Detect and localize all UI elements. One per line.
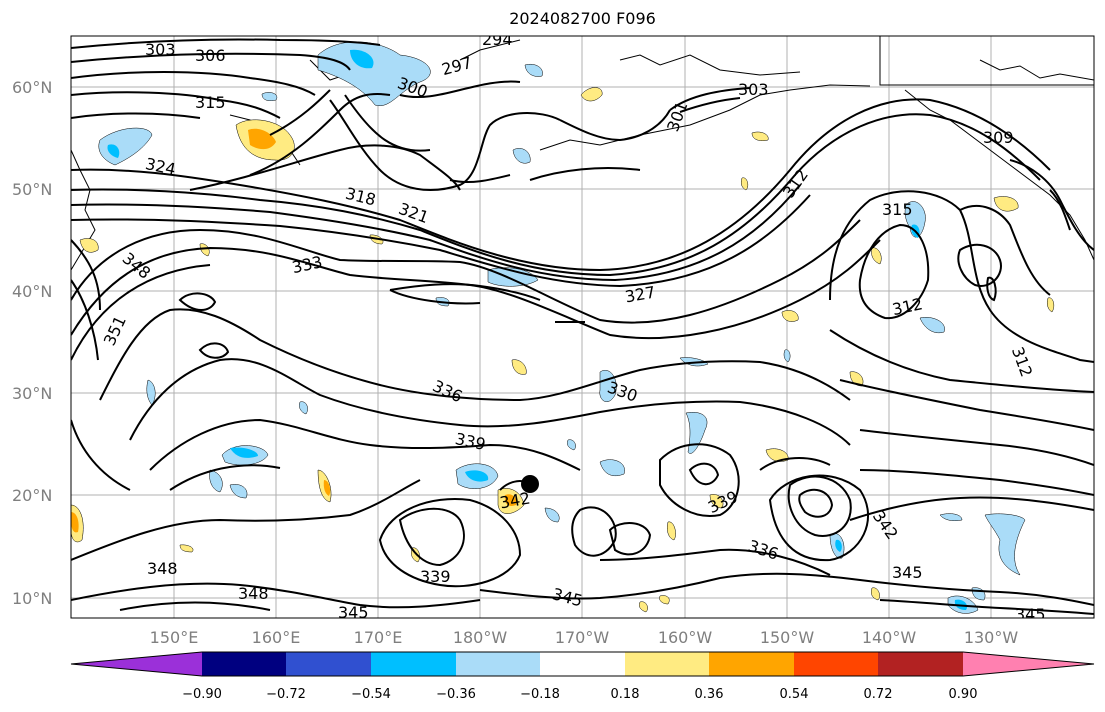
contour-label: 306 xyxy=(195,46,226,65)
contour-label: 345 xyxy=(892,563,923,582)
contour-label: 315 xyxy=(195,93,226,112)
lat-label: 60°N xyxy=(12,78,52,97)
contour-label: 309 xyxy=(983,128,1014,147)
colorbar-tick-label: −0.54 xyxy=(351,687,391,702)
colorbar-segment xyxy=(286,652,371,676)
lon-label: 170°W xyxy=(555,628,610,647)
lat-label: 10°N xyxy=(12,589,52,608)
lon-label: 180°W xyxy=(453,628,508,647)
lon-label: 140°W xyxy=(862,628,917,647)
colorbar-tick-label: 0.54 xyxy=(780,687,809,702)
lon-label: 160°W xyxy=(658,628,713,647)
colorbar: −0.90 −0.72 −0.54 −0.36 −0.18 0.18 0.36 … xyxy=(70,651,1095,702)
contour-label: 345 xyxy=(1015,605,1046,624)
colorbar-segment xyxy=(878,652,963,676)
contour-label: 348 xyxy=(147,559,178,578)
contour-label: 348 xyxy=(238,584,269,603)
colorbar-right-extension xyxy=(963,652,1094,676)
contour-label: 315 xyxy=(882,200,913,219)
positive-shading-deep xyxy=(71,128,517,533)
lon-label: 150°W xyxy=(760,628,815,647)
map-frame xyxy=(70,35,1095,619)
contour-label: 303 xyxy=(145,40,176,59)
colorbar-segment xyxy=(540,652,625,676)
lon-label: 160°E xyxy=(252,628,301,647)
colorbar-segment xyxy=(202,652,286,676)
colorbar-tick-label: 0.18 xyxy=(611,687,640,702)
colorbar-tick-label: −0.18 xyxy=(520,687,560,702)
lat-label: 30°N xyxy=(12,384,52,403)
colorbar-tick-label: 0.90 xyxy=(949,687,978,702)
contour-label: 339 xyxy=(420,567,451,586)
colorbar-tick-labels: −0.90 −0.72 −0.54 −0.36 −0.18 0.18 0.36 … xyxy=(182,687,977,702)
storm-center-marker xyxy=(521,475,539,493)
contour-label: 345 xyxy=(338,603,369,622)
map-title: 2024082700 F096 xyxy=(509,9,656,28)
negative-shading-deep xyxy=(107,49,968,610)
colorbar-tick-label: −0.90 xyxy=(182,687,222,702)
colorbar-tick-label: 0.72 xyxy=(864,687,893,702)
colorbar-left-extension xyxy=(71,652,202,676)
contour-label: 303 xyxy=(738,80,769,99)
isentrope-contours xyxy=(71,38,1094,615)
colorbar-tick-label: −0.72 xyxy=(266,687,306,702)
longitude-labels: 150°E 160°E 170°E 180°W 170°W 160°W 150°… xyxy=(150,628,1019,647)
lat-label: 40°N xyxy=(12,282,52,301)
colorbar-tick-label: −0.36 xyxy=(436,687,476,702)
colorbar-segment xyxy=(456,652,540,676)
lat-label: 20°N xyxy=(12,486,52,505)
negative-shading xyxy=(98,41,1026,614)
colorbar-segment xyxy=(794,652,878,676)
contour-label: 294 xyxy=(482,30,513,49)
lon-label: 130°W xyxy=(964,628,1019,647)
lon-label: 170°E xyxy=(354,628,403,647)
latitude-labels: 60°N 50°N 40°N 30°N 20°N 10°N xyxy=(12,78,52,608)
lon-label: 150°E xyxy=(150,628,199,647)
colorbar-segment xyxy=(371,652,456,676)
colorbar-segment xyxy=(625,652,709,676)
colorbar-segment xyxy=(709,652,794,676)
colorbar-tick-label: 0.36 xyxy=(695,687,724,702)
lat-label: 50°N xyxy=(12,180,52,199)
